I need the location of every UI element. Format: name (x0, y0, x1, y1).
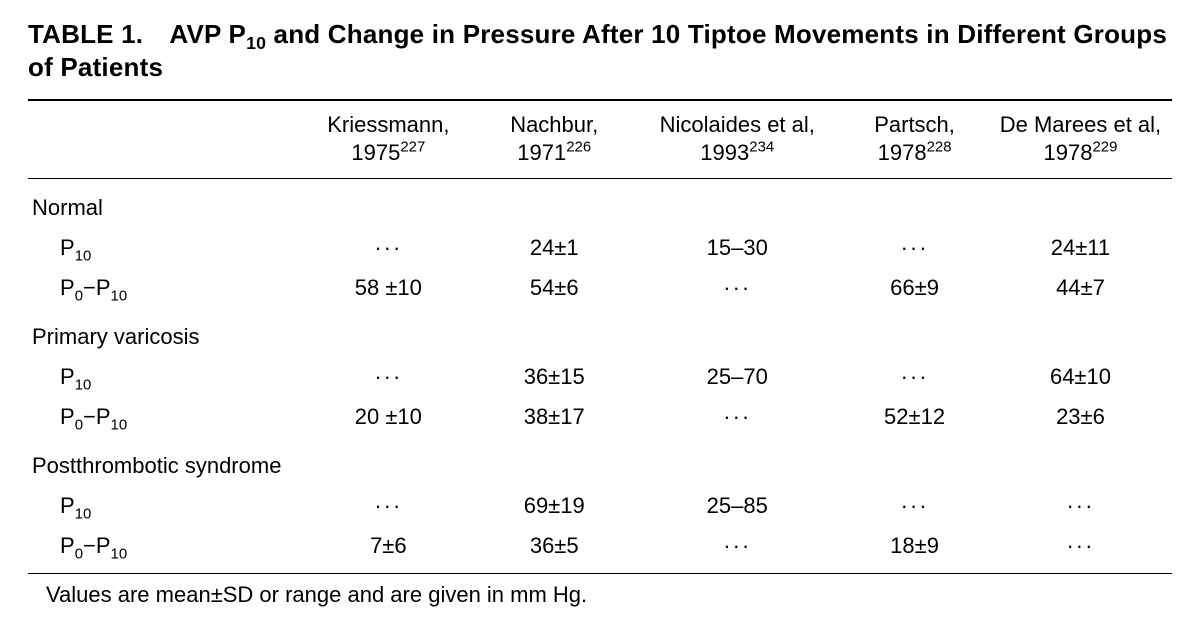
header-col-5: De Marees et al, 1978229 (989, 100, 1172, 179)
table-figure: TABLE 1. AVP P10 and Change in Pressure … (0, 0, 1200, 630)
table-cell: 24±11 (989, 228, 1172, 268)
header-ref: 229 (1092, 138, 1117, 155)
table-cell: ··· (840, 228, 989, 268)
row-label: P10 (28, 486, 303, 526)
table-cell: ··· (840, 486, 989, 526)
header-blank (28, 100, 303, 179)
table-cell: ··· (840, 357, 989, 397)
header-year: 1975 (351, 140, 400, 165)
group-label: Primary varicosis (28, 308, 1172, 357)
table-cell: 64±10 (989, 357, 1172, 397)
data-table: Kriessmann, 1975227 Nachbur, 1971226 Nic… (28, 99, 1172, 574)
table-cell: 36±15 (474, 357, 634, 397)
table-cell: 58 ±10 (303, 268, 475, 308)
table-cell: ··· (989, 526, 1172, 574)
table-cell: 24±1 (474, 228, 634, 268)
header-ref: 226 (566, 138, 591, 155)
table-cell: 20 ±10 (303, 397, 475, 437)
table-cell: ··· (989, 486, 1172, 526)
row-label: P0−P10 (28, 397, 303, 437)
table-cell: 25–70 (634, 357, 840, 397)
table-cell: ··· (303, 486, 475, 526)
header-year: 1971 (517, 140, 566, 165)
title-text-prefix: TABLE 1. AVP P (28, 19, 246, 49)
table-row: P10···24±115–30···24±11 (28, 228, 1172, 268)
header-author: De Marees et al, (1000, 112, 1161, 137)
group-label: Postthrombotic syndrome (28, 437, 1172, 486)
table-group-row: Normal (28, 179, 1172, 229)
header-row: Kriessmann, 1975227 Nachbur, 1971226 Nic… (28, 100, 1172, 179)
row-label: P0−P10 (28, 526, 303, 574)
header-col-2: Nachbur, 1971226 (474, 100, 634, 179)
table-group-row: Postthrombotic syndrome (28, 437, 1172, 486)
header-author: Partsch, (874, 112, 955, 137)
table-row: P10···36±1525–70···64±10 (28, 357, 1172, 397)
table-cell: ··· (634, 526, 840, 574)
table-cell: ··· (303, 357, 475, 397)
header-col-1: Kriessmann, 1975227 (303, 100, 475, 179)
table-title: TABLE 1. AVP P10 and Change in Pressure … (28, 18, 1172, 83)
table-cell: 69±19 (474, 486, 634, 526)
table-cell: 36±5 (474, 526, 634, 574)
table-row: P0−P1020 ±1038±17···52±1223±6 (28, 397, 1172, 437)
table-row: P0−P1058 ±1054±6···66±944±7 (28, 268, 1172, 308)
table-row: P10···69±1925–85······ (28, 486, 1172, 526)
table-row: P0−P107±636±5···18±9··· (28, 526, 1172, 574)
table-body: NormalP10···24±115–30···24±11P0−P1058 ±1… (28, 179, 1172, 574)
table-cell: 44±7 (989, 268, 1172, 308)
table-cell: 23±6 (989, 397, 1172, 437)
header-author: Kriessmann, (327, 112, 449, 137)
table-cell: ··· (303, 228, 475, 268)
row-label: P0−P10 (28, 268, 303, 308)
header-author: Nicolaides et al, (660, 112, 815, 137)
header-col-3: Nicolaides et al, 1993234 (634, 100, 840, 179)
row-label: P10 (28, 357, 303, 397)
table-cell: 25–85 (634, 486, 840, 526)
title-subscript: 10 (246, 33, 266, 53)
header-ref: 228 (927, 138, 952, 155)
header-year: 1978 (878, 140, 927, 165)
table-cell: 15–30 (634, 228, 840, 268)
header-ref: 227 (400, 138, 425, 155)
table-cell: 38±17 (474, 397, 634, 437)
header-col-4: Partsch, 1978228 (840, 100, 989, 179)
table-head: Kriessmann, 1975227 Nachbur, 1971226 Nic… (28, 100, 1172, 179)
table-cell: 7±6 (303, 526, 475, 574)
header-ref: 234 (749, 138, 774, 155)
table-cell: ··· (634, 268, 840, 308)
table-cell: 52±12 (840, 397, 989, 437)
header-year: 1978 (1044, 140, 1093, 165)
table-cell: ··· (634, 397, 840, 437)
table-group-row: Primary varicosis (28, 308, 1172, 357)
header-year: 1993 (700, 140, 749, 165)
table-cell: 18±9 (840, 526, 989, 574)
group-label: Normal (28, 179, 1172, 229)
header-author: Nachbur, (510, 112, 598, 137)
row-label: P10 (28, 228, 303, 268)
table-cell: 66±9 (840, 268, 989, 308)
table-cell: 54±6 (474, 268, 634, 308)
table-footnote: Values are mean±SD or range and are give… (28, 574, 1172, 608)
